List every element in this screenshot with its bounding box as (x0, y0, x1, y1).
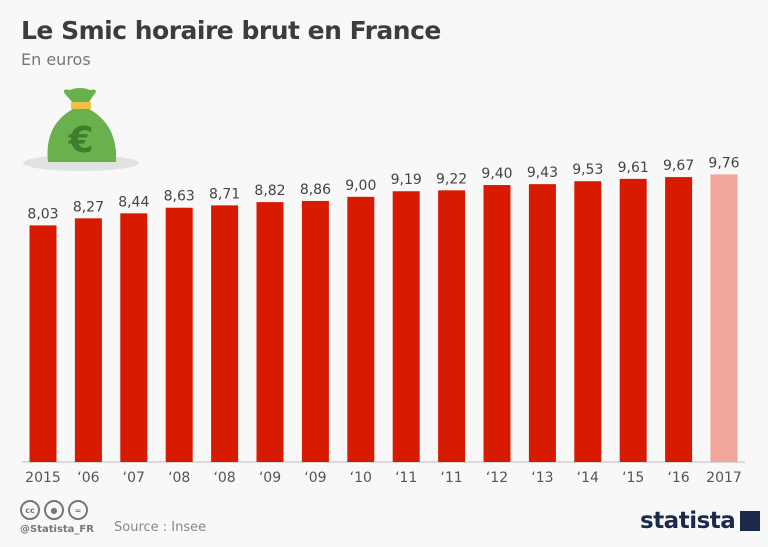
bar (619, 178, 647, 463)
money-bag-icon: € (23, 88, 139, 171)
x-tick-label: ‘08 (213, 470, 235, 486)
license-icons: cc ● = (20, 500, 88, 520)
bar (301, 200, 329, 462)
twitter-handle: @Statista_FR (20, 524, 94, 535)
bar (74, 218, 102, 462)
x-tick-label: ‘08 (168, 470, 190, 486)
x-tick-label: ‘11 (440, 470, 462, 486)
data-label: 8,82 (254, 183, 285, 199)
x-tick-label: ‘09 (304, 470, 326, 486)
x-tick-label: ‘09 (259, 470, 281, 486)
statista-logo: statista (640, 508, 761, 534)
bar (392, 191, 420, 463)
by-icon: ● (44, 500, 64, 520)
chart-subtitle: En euros (21, 50, 91, 69)
data-label: 9,76 (708, 155, 739, 171)
data-label: 8,71 (209, 186, 240, 202)
bar (256, 202, 284, 462)
x-tick-label: ‘07 (123, 470, 145, 486)
data-label: 8,63 (164, 189, 195, 205)
x-tick-label: ‘14 (577, 470, 599, 486)
data-label: 9,53 (572, 162, 603, 178)
x-tick-label: ‘11 (395, 470, 417, 486)
x-tick-label: ‘16 (667, 470, 689, 486)
data-label: 9,40 (481, 166, 512, 182)
data-label: 8,27 (73, 199, 104, 215)
bar (710, 174, 738, 462)
bar (120, 213, 148, 462)
logo-text: statista (640, 508, 736, 534)
data-label: 9,43 (527, 165, 558, 181)
svg-text:€: € (67, 120, 93, 161)
bar (347, 196, 375, 462)
bar (574, 181, 602, 462)
data-label: 8,86 (300, 182, 331, 198)
bar (29, 225, 57, 462)
data-label: 8,44 (118, 194, 149, 210)
nd-icon: = (68, 500, 88, 520)
x-tick-label: ‘15 (622, 470, 644, 486)
data-label: 9,67 (663, 158, 694, 174)
x-tick-label: ‘06 (77, 470, 99, 486)
bar (528, 184, 556, 462)
x-tick-label: ‘13 (531, 470, 553, 486)
bar (665, 177, 693, 462)
data-label: 9,61 (618, 160, 649, 176)
x-tick-label: ‘12 (486, 470, 508, 486)
chart-title: Le Smic horaire brut en France (21, 16, 441, 45)
bar (211, 205, 239, 462)
x-tick-label: 2015 (25, 470, 61, 486)
bar (165, 207, 193, 462)
data-label: 8,03 (27, 206, 58, 222)
statista-logo-icon (740, 511, 761, 531)
cc-icon: cc (20, 500, 40, 520)
x-tick-label: 2017 (706, 470, 742, 486)
data-label: 9,00 (345, 178, 376, 194)
bar (438, 190, 466, 462)
source-note: Source : Insee (114, 520, 207, 535)
data-label: 9,19 (391, 172, 422, 188)
x-tick-label: ‘10 (350, 470, 372, 486)
bar (483, 185, 511, 463)
data-label: 9,22 (436, 171, 467, 187)
